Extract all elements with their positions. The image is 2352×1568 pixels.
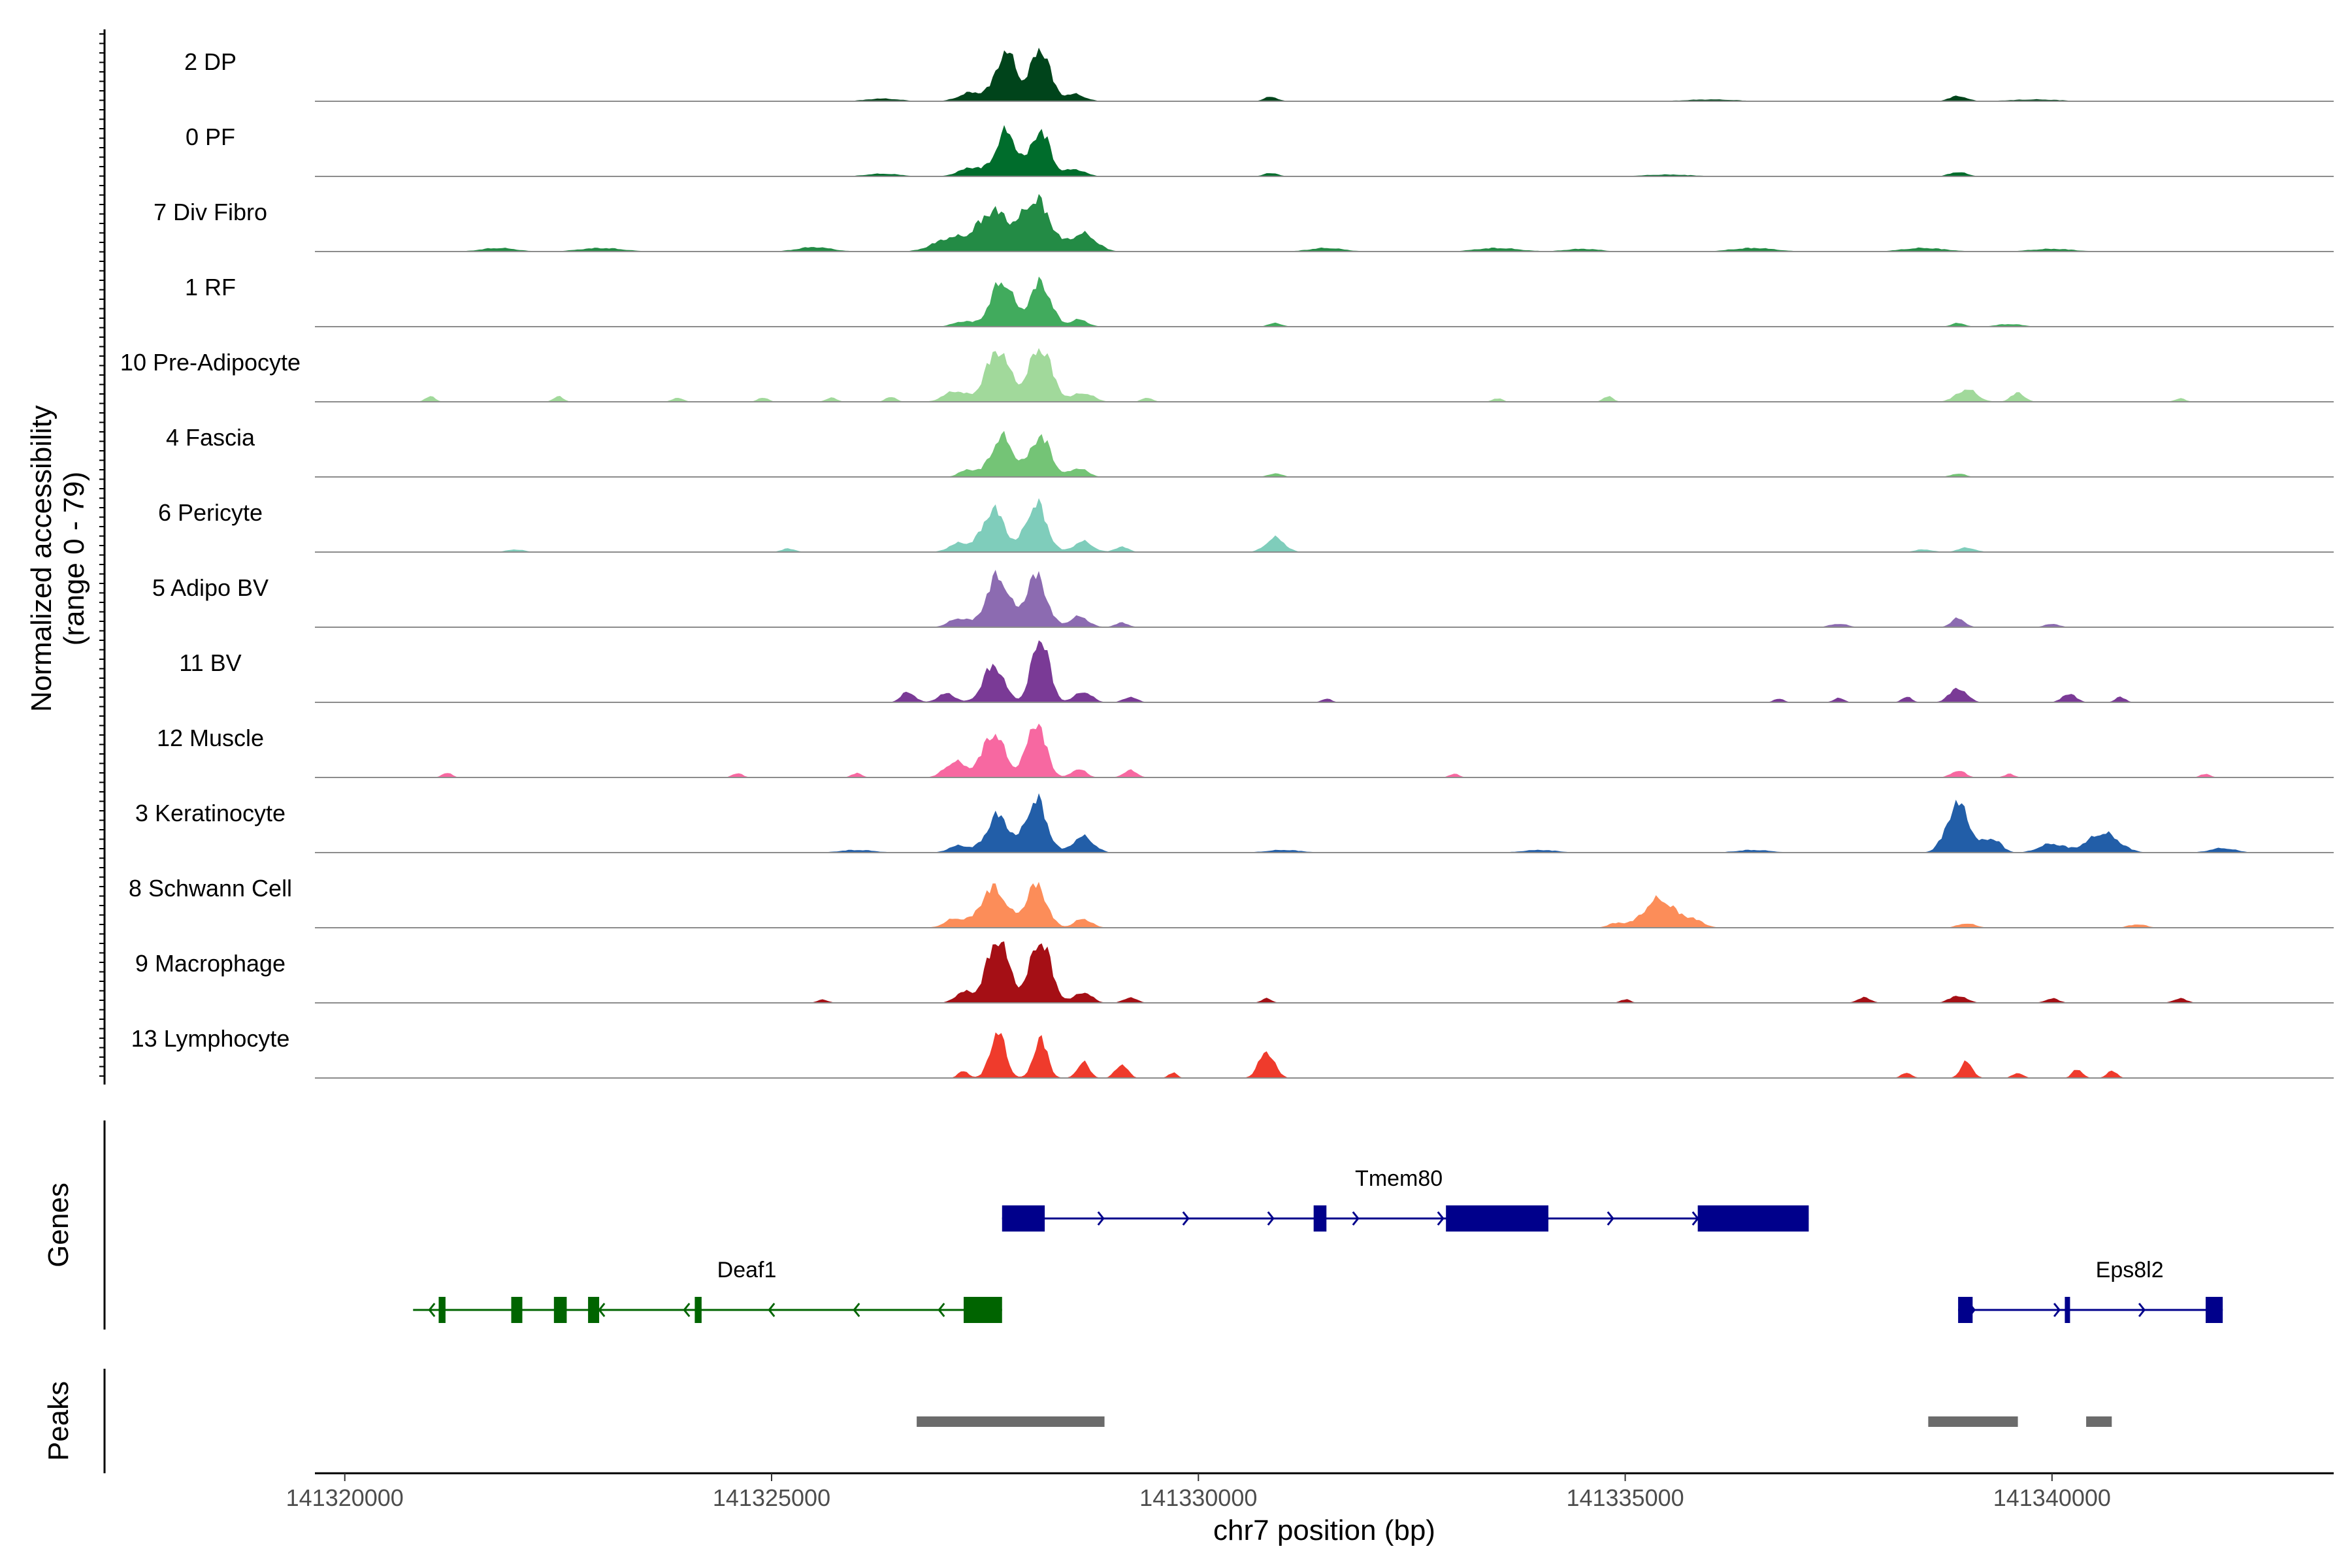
- coverage-area: [315, 498, 2334, 552]
- gene-label: Eps8l2: [2096, 1258, 2164, 1282]
- track-label: 3 Keratinocyte: [135, 800, 286, 826]
- peak-region: [2086, 1416, 2112, 1427]
- peaks-panel-title: Peaks: [42, 1381, 74, 1461]
- track: 13 Lymphocyte: [131, 1025, 2334, 1079]
- exon-block: [963, 1297, 1002, 1323]
- track-label: 13 Lymphocyte: [131, 1025, 290, 1052]
- peak-region: [1928, 1416, 2018, 1427]
- track-label: 4 Fascia: [166, 424, 255, 451]
- track-label: 5 Adipo BV: [152, 574, 269, 601]
- coverage-area: [315, 793, 2334, 853]
- y-axis: Normalized accessibility (range 0 - 79): [25, 29, 106, 1085]
- gene-label: Tmem80: [1355, 1166, 1443, 1191]
- coverage-area: [315, 941, 2334, 1003]
- genes-panel: Genes Tmem80 Deaf1 Eps8l2: [42, 1120, 2223, 1330]
- track: 6 Pericyte: [158, 498, 2334, 553]
- coverage-area: [315, 47, 2334, 101]
- track-label: 10 Pre-Adipocyte: [120, 349, 301, 376]
- genes-panel-title: Genes: [42, 1183, 74, 1267]
- strand-chevron: [683, 1303, 691, 1317]
- track: 8 Schwann Cell: [129, 875, 2334, 928]
- track-label: 6 Pericyte: [158, 499, 263, 526]
- x-axis-title: chr7 position (bp): [1213, 1514, 1435, 1546]
- y-axis-range: (range 0 - 79): [58, 472, 90, 646]
- track: 1 RF: [185, 274, 2334, 327]
- coverage-area: [315, 881, 2334, 928]
- strand-chevron: [768, 1303, 776, 1317]
- strand-chevron: [2138, 1303, 2146, 1317]
- track-label: 7 Div Fibro: [154, 199, 267, 225]
- x-tick-label: 141330000: [1139, 1484, 1257, 1511]
- gene: Deaf1: [413, 1258, 1002, 1323]
- coverage-area: [315, 570, 2334, 627]
- coverage-tracks: 2 DP 0 PF 7 Div Fibro 1 RF 10 Pre-Adipocyte 4…: [120, 47, 2334, 1079]
- x-tick-label: 141320000: [286, 1484, 404, 1511]
- exon-block: [588, 1297, 600, 1323]
- exon-block: [1958, 1297, 1973, 1323]
- track-label: 2 DP: [184, 48, 237, 75]
- coverage-area: [315, 640, 2334, 702]
- track: 11 BV: [179, 640, 2334, 703]
- track-label: 0 PF: [186, 123, 235, 150]
- track-label: 9 Macrophage: [135, 950, 286, 977]
- x-tick-label: 141335000: [1566, 1484, 1684, 1511]
- exon-block: [1313, 1205, 1327, 1232]
- track-label: 1 RF: [185, 274, 236, 301]
- strand-chevron: [1097, 1211, 1105, 1226]
- gene: Eps8l2: [1958, 1258, 2223, 1323]
- exon-block: [511, 1297, 523, 1323]
- exon-block: [1697, 1205, 1809, 1232]
- exon-block: [694, 1297, 702, 1323]
- strand-chevron: [1437, 1211, 1445, 1226]
- track: 0 PF: [186, 123, 2334, 177]
- coverage-area: [315, 348, 2334, 402]
- strand-chevron: [1352, 1211, 1360, 1226]
- strand-chevron: [853, 1303, 860, 1317]
- peaks-panel: Peaks: [42, 1369, 2112, 1473]
- strand-chevron: [598, 1303, 606, 1317]
- exon-block: [2065, 1297, 2070, 1323]
- strand-chevron: [1607, 1211, 1614, 1226]
- track: 12 Muscle: [157, 723, 2334, 778]
- coverage-area: [315, 431, 2334, 477]
- strand-chevron: [428, 1303, 436, 1317]
- track: 10 Pre-Adipocyte: [120, 348, 2334, 402]
- coverage-area: [315, 276, 2334, 327]
- y-axis-title: Normalized accessibility: [25, 405, 57, 711]
- peak-region: [917, 1416, 1105, 1427]
- coverage-area: [315, 723, 2334, 777]
- track: 7 Div Fibro: [154, 193, 2334, 252]
- x-tick-label: 141325000: [713, 1484, 830, 1511]
- track: 2 DP: [184, 47, 2334, 102]
- coverage-area: [315, 1032, 2334, 1078]
- x-tick-label: 141340000: [1993, 1484, 2111, 1511]
- coverage-area: [315, 125, 2334, 176]
- track: 4 Fascia: [166, 424, 2334, 478]
- strand-chevron: [1267, 1211, 1275, 1226]
- track-label: 8 Schwann Cell: [129, 875, 292, 902]
- gene-label: Deaf1: [717, 1258, 777, 1282]
- track: 5 Adipo BV: [152, 570, 2334, 628]
- track: 3 Keratinocyte: [135, 793, 2334, 853]
- track-label: 11 BV: [179, 649, 241, 676]
- exon-block: [1446, 1205, 1548, 1232]
- exon-block: [2206, 1297, 2223, 1323]
- strand-chevron: [2053, 1303, 2061, 1317]
- strand-chevron: [1182, 1211, 1190, 1226]
- x-axis: chr7 position (bp) 141320000 141325000 141…: [286, 1472, 2334, 1546]
- coverage-area: [315, 193, 2334, 252]
- exon-block: [1002, 1205, 1045, 1232]
- exon-block: [438, 1297, 446, 1323]
- track: 9 Macrophage: [135, 941, 2334, 1004]
- strand-chevron: [938, 1303, 945, 1317]
- exon-block: [553, 1297, 567, 1323]
- track-label: 12 Muscle: [157, 725, 264, 751]
- gene: Tmem80: [1002, 1166, 1809, 1232]
